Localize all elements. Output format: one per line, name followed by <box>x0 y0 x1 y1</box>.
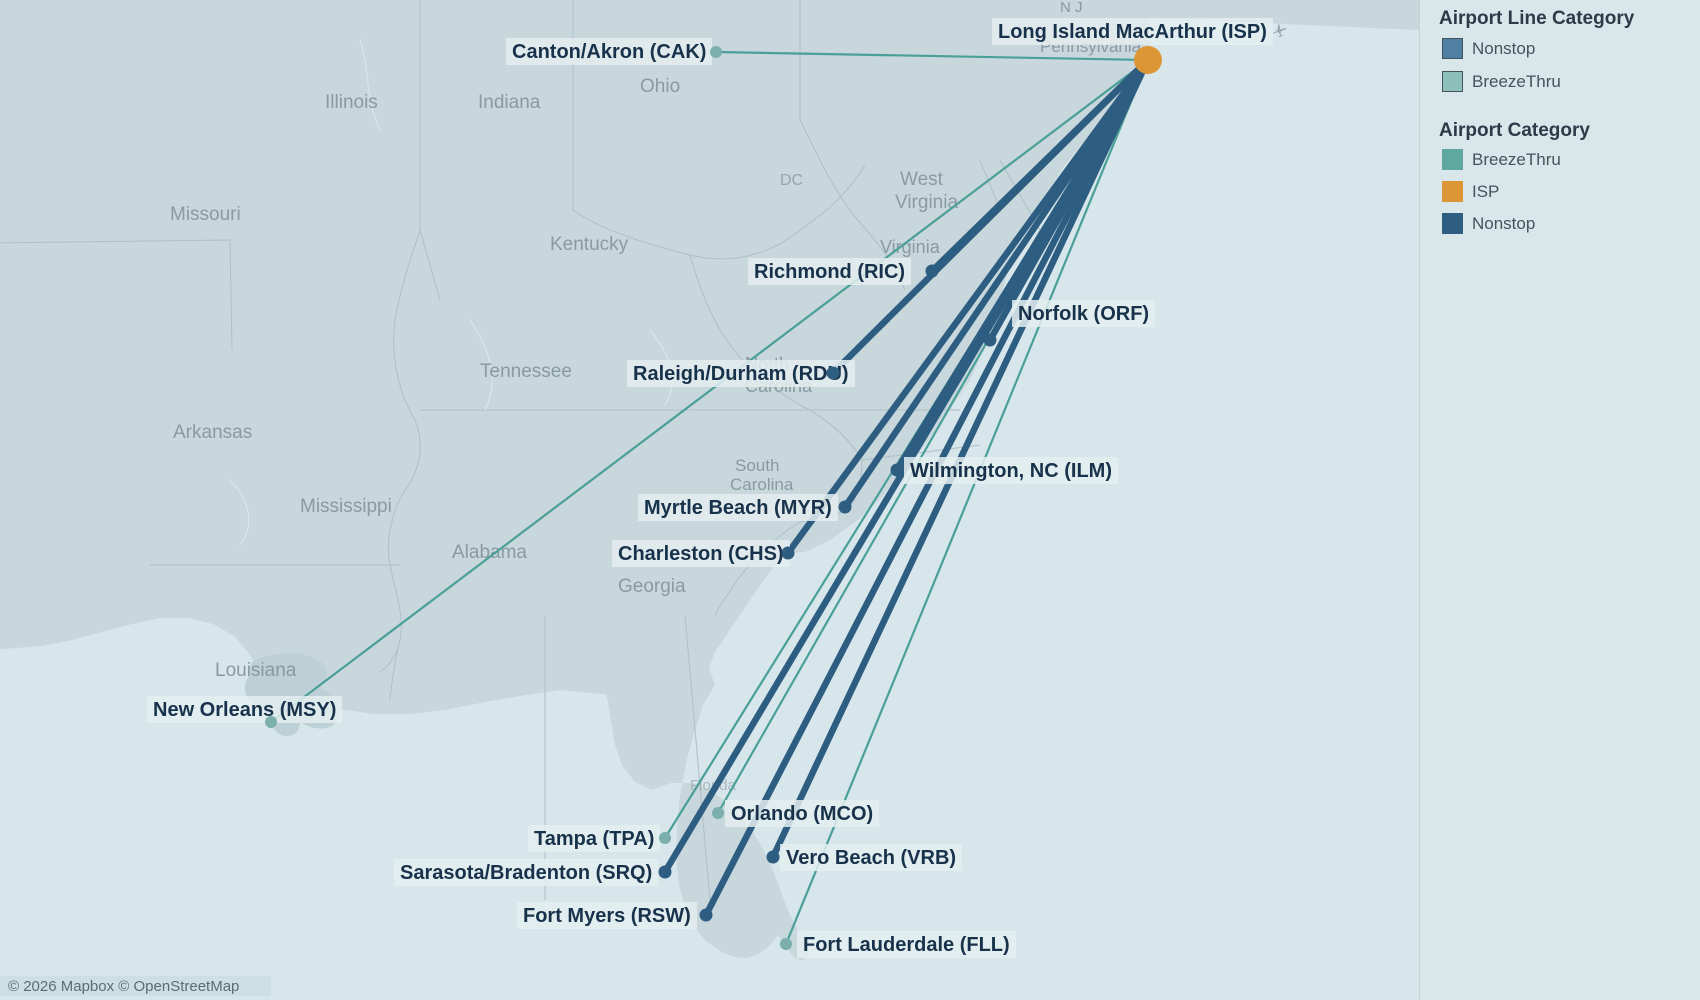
svg-text:© 2026 Mapbox © OpenStreetMap: © 2026 Mapbox © OpenStreetMap <box>8 978 239 995</box>
svg-text:Tampa (TPA): Tampa (TPA) <box>534 828 654 850</box>
svg-text:Fort Lauderdale (FLL): Fort Lauderdale (FLL) <box>803 934 1010 956</box>
svg-text:Myrtle Beach (MYR): Myrtle Beach (MYR) <box>644 497 832 519</box>
svg-text:Sarasota/Bradenton (SRQ): Sarasota/Bradenton (SRQ) <box>400 862 652 884</box>
svg-text:Charleston (CHS): Charleston (CHS) <box>618 543 784 565</box>
svg-text:Fort Myers (RSW): Fort Myers (RSW) <box>523 905 691 927</box>
svg-text:Wilmington, NC (ILM): Wilmington, NC (ILM) <box>910 460 1112 482</box>
svg-text:Orlando (MCO): Orlando (MCO) <box>731 803 873 825</box>
svg-text:Norfolk (ORF): Norfolk (ORF) <box>1018 303 1149 325</box>
svg-text:Vero Beach (VRB): Vero Beach (VRB) <box>786 847 956 869</box>
svg-text:Long Island MacArthur (ISP): Long Island MacArthur (ISP) <box>998 21 1267 43</box>
svg-text:New Orleans (MSY): New Orleans (MSY) <box>153 699 336 721</box>
svg-text:Canton/Akron (CAK): Canton/Akron (CAK) <box>512 41 706 63</box>
svg-text:Richmond (RIC): Richmond (RIC) <box>754 261 905 283</box>
svg-text:Raleigh/Durham (RDU): Raleigh/Durham (RDU) <box>633 363 849 385</box>
